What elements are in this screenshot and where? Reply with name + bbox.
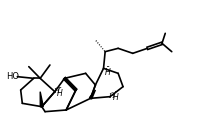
Text: H̄: H̄ bbox=[108, 92, 114, 100]
Polygon shape bbox=[40, 92, 43, 107]
Text: $\bar{H}$: $\bar{H}$ bbox=[103, 65, 111, 78]
Text: $\bar{H}$: $\bar{H}$ bbox=[56, 86, 64, 99]
Text: H̄: H̄ bbox=[53, 87, 59, 95]
Polygon shape bbox=[89, 90, 95, 99]
Text: HO: HO bbox=[6, 72, 19, 81]
Text: $\bar{H}$: $\bar{H}$ bbox=[112, 90, 119, 103]
